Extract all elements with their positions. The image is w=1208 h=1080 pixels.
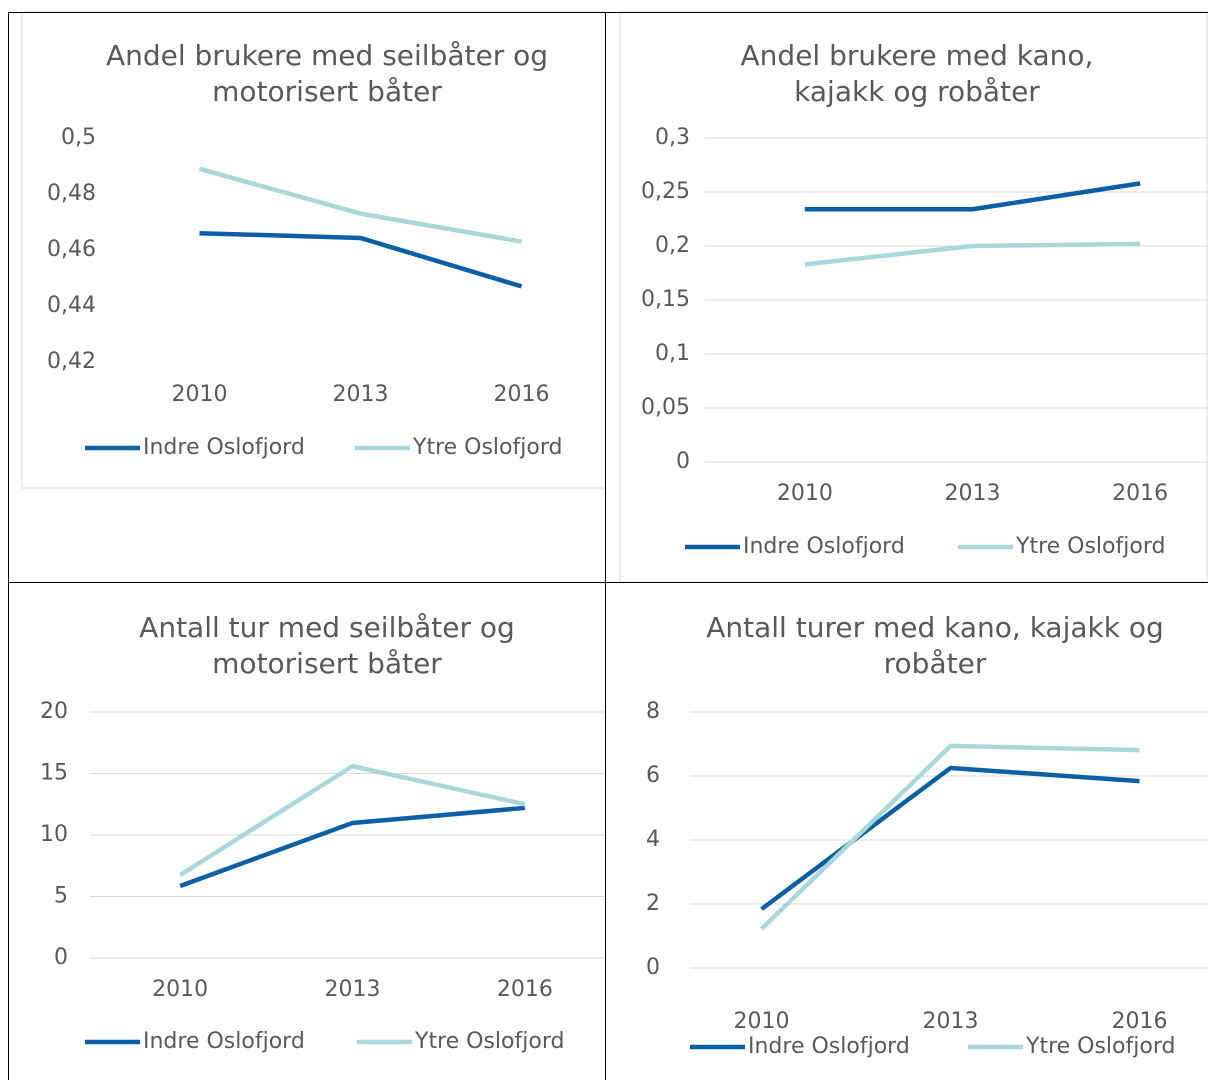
legend-label: Ytre Oslofjord (1015, 534, 1165, 559)
legend-label: Indre Oslofjord (743, 534, 905, 559)
x-tick-label: 2016 (497, 977, 553, 1002)
y-tick-label: 0,46 (47, 237, 96, 262)
x-tick-label: 2010 (152, 977, 208, 1002)
y-tick-label: 6 (646, 763, 660, 788)
chart-title: Andel brukere med kano, kajakk og robåte… (740, 39, 1094, 108)
legend-label: Indre Oslofjord (143, 435, 305, 460)
y-tick-label: 0,44 (47, 293, 96, 318)
y-tick-label: 0,42 (47, 349, 96, 374)
x-tick-label: 2013 (333, 382, 389, 407)
y-tick-label: 0,3 (655, 125, 690, 150)
data-line (760, 765, 1140, 911)
legend-label: Ytre Oslofjord (1025, 1034, 1175, 1059)
x-tick-label: 2013 (945, 481, 1001, 506)
y-tick-label: 0,5 (61, 125, 96, 150)
x-tick-label: 2010 (172, 382, 228, 407)
data-line (804, 241, 1141, 267)
legend-label: Ytre Oslofjord (412, 435, 562, 460)
y-tick-label: 15 (40, 761, 68, 786)
y-tick-label: 4 (646, 827, 660, 852)
y-tick-label: 0 (646, 955, 660, 980)
x-tick-label: 2016 (1112, 481, 1168, 506)
data-line (759, 743, 1140, 931)
chart-title: Andel brukere med seilbåter og motoriser… (105, 39, 549, 108)
x-tick-label: 2016 (494, 382, 550, 407)
data-line (804, 181, 1141, 212)
chart-title: Antall turer med kano, kajakk og robåter (706, 611, 1164, 680)
data-line (199, 230, 523, 289)
y-tick-label: 5 (54, 884, 68, 909)
y-tick-label: 10 (40, 822, 68, 847)
legend-label: Indre Oslofjord (748, 1034, 910, 1059)
y-tick-label: 20 (40, 699, 68, 724)
chart-title: Antall tur med seilbåter og motorisert b… (139, 611, 515, 680)
data-line (179, 805, 526, 889)
y-tick-label: 8 (646, 699, 660, 724)
data-line (178, 763, 526, 877)
x-tick-label: 2016 (1112, 1009, 1168, 1034)
x-tick-label: 2013 (923, 1009, 979, 1034)
y-tick-label: 0,48 (47, 181, 96, 206)
x-tick-label: 2010 (734, 1009, 790, 1034)
y-tick-label: 0,05 (641, 395, 690, 420)
x-tick-label: 2010 (777, 481, 833, 506)
data-line (198, 166, 522, 244)
legend-label: Ytre Oslofjord (414, 1029, 564, 1054)
y-tick-label: 0 (676, 449, 690, 474)
y-tick-label: 2 (646, 891, 660, 916)
y-tick-label: 0,25 (641, 179, 690, 204)
y-tick-label: 0,15 (641, 287, 690, 312)
x-tick-label: 2013 (325, 977, 381, 1002)
y-tick-label: 0,1 (655, 341, 690, 366)
y-tick-label: 0 (54, 945, 68, 970)
legend-label: Indre Oslofjord (143, 1029, 305, 1054)
y-tick-label: 0,2 (655, 233, 690, 258)
